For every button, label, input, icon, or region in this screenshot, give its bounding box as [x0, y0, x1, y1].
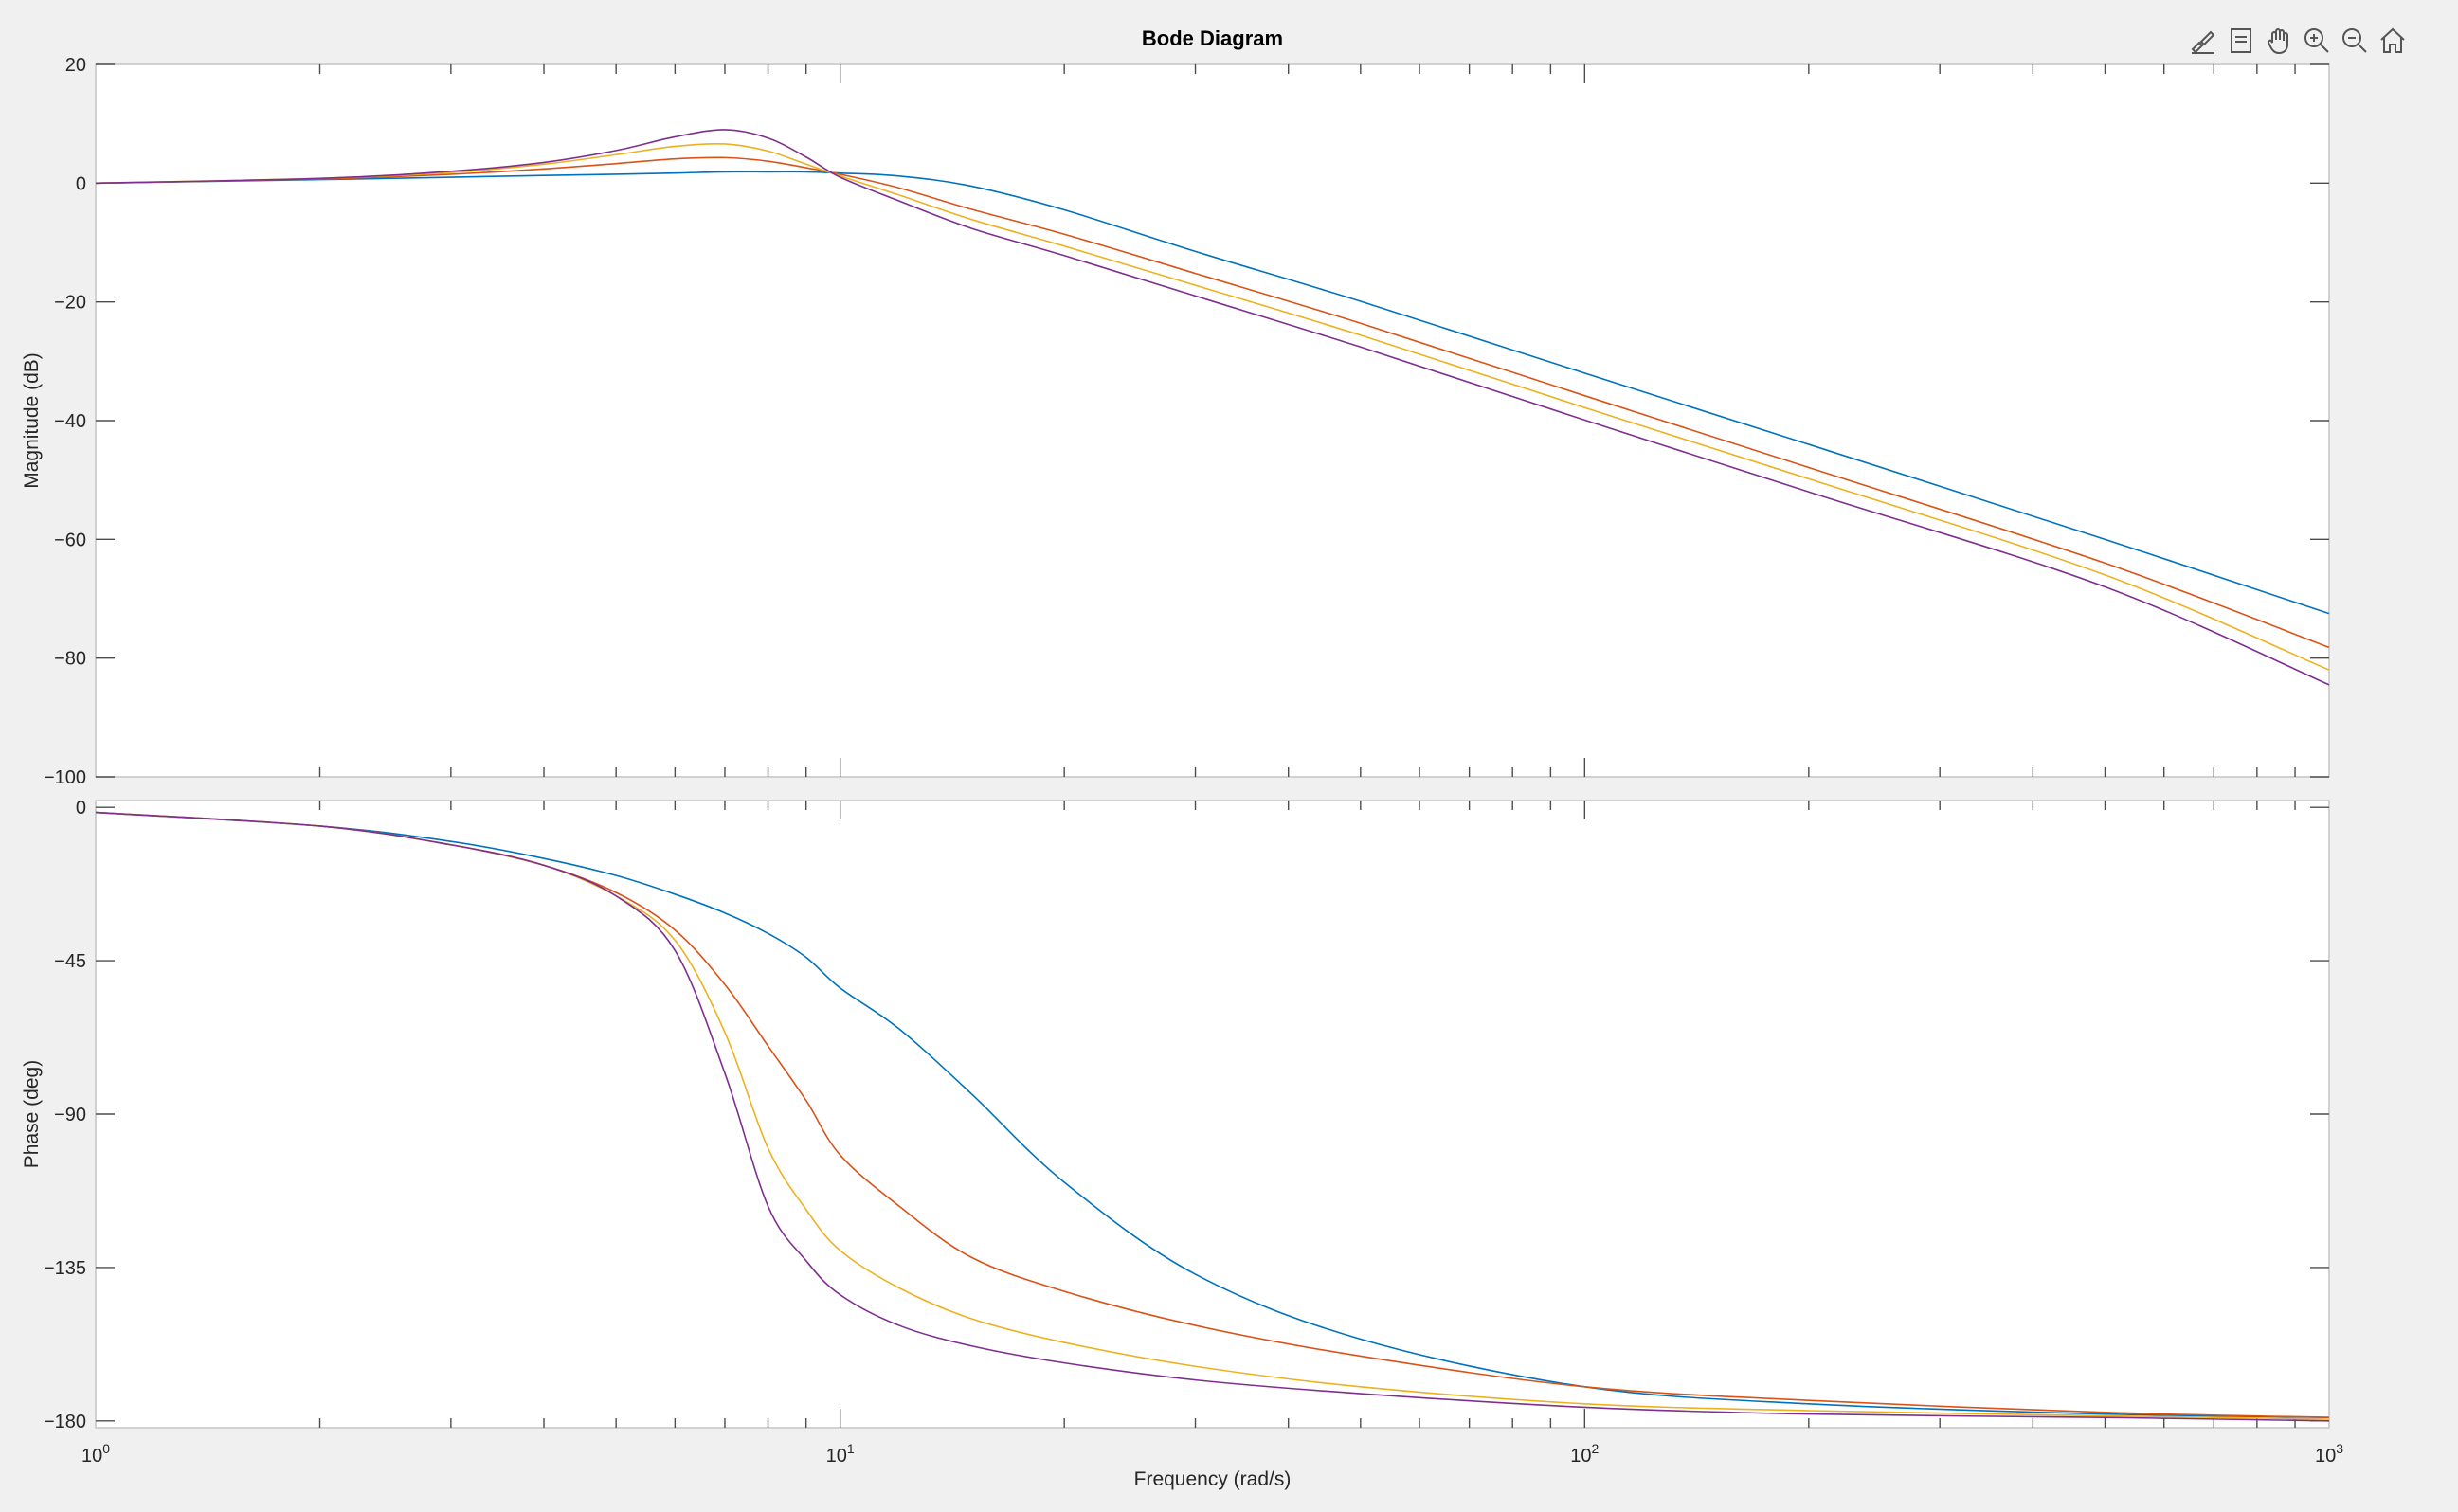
datatip-icon[interactable] [2225, 24, 2257, 58]
axes-2 [95, 800, 2330, 1429]
y-tick-label: −135 [44, 1258, 86, 1279]
y-tick-label: −60 [54, 530, 86, 550]
series-line-1 [95, 171, 2330, 615]
x-tick-label: 103 [2315, 1441, 2343, 1467]
brush-icon[interactable] [2187, 24, 2219, 58]
y-axis-label: Magnitude (dB) [21, 352, 43, 489]
y-tick-label: 0 [76, 173, 86, 194]
series-line-4 [95, 129, 2330, 686]
home-icon[interactable] [2377, 24, 2409, 58]
pan-icon[interactable] [2263, 24, 2295, 58]
y-axis-label: Phase (deg) [21, 1060, 43, 1168]
x-tick-label: 102 [1570, 1441, 1599, 1467]
x-tick-label: 100 [81, 1441, 110, 1467]
y-tick-label: −100 [44, 767, 86, 788]
chart-title: Bode Diagram [1142, 27, 1283, 50]
x-tick-label: 101 [826, 1441, 855, 1467]
y-tick-label: −45 [54, 951, 86, 972]
y-tick-label: 20 [65, 55, 86, 76]
x-axis-label: Frequency (rad/s) [1134, 1468, 1292, 1490]
y-tick-label: −180 [44, 1412, 86, 1432]
series-line-3 [95, 142, 2330, 671]
series-line-4 [95, 811, 2330, 1422]
zoom-in-icon[interactable] [2301, 24, 2333, 58]
y-tick-label: 0 [76, 798, 86, 819]
y-tick-label: −80 [54, 649, 86, 670]
series-line-2 [95, 156, 2330, 649]
figure-toolbar [2187, 24, 2409, 58]
zoom-out-icon[interactable] [2339, 24, 2371, 58]
y-tick-label: −20 [54, 293, 86, 314]
series-line-1 [95, 811, 2330, 1419]
y-tick-label: −90 [54, 1105, 86, 1125]
y-tick-label: −40 [54, 411, 86, 432]
axes-1 [95, 63, 2330, 778]
